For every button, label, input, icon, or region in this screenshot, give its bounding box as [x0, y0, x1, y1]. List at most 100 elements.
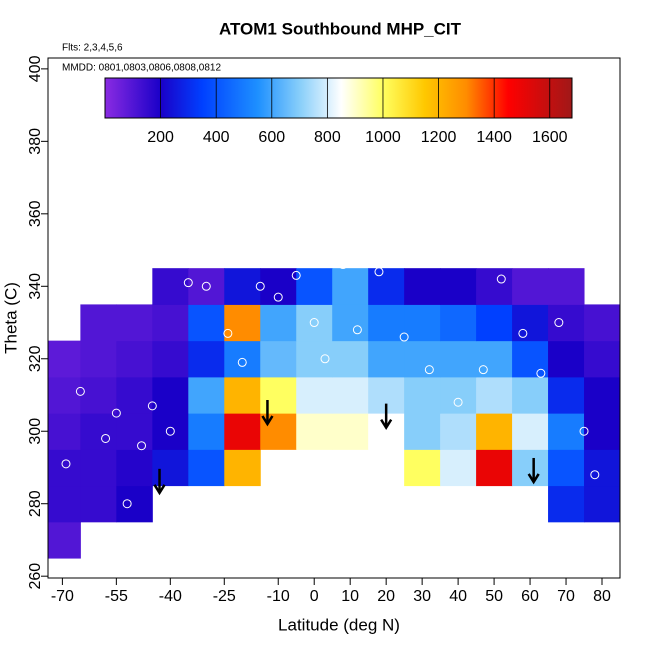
heat-cell	[476, 268, 513, 305]
x-tick-label: -10	[267, 588, 290, 605]
heat-cell	[584, 304, 620, 342]
y-tick-label: 340	[27, 273, 44, 300]
observation-point	[165, 426, 175, 436]
observation-point	[320, 354, 330, 364]
heat-cell	[548, 449, 585, 487]
arrow-head	[261, 415, 274, 427]
heat-cell	[296, 376, 333, 414]
observation-point	[75, 386, 85, 396]
heat-cell	[296, 340, 333, 378]
heat-cell	[188, 376, 225, 414]
heat-cell	[296, 413, 333, 450]
heat-cell	[368, 340, 405, 378]
heat-cell	[440, 413, 477, 450]
heat-cell	[512, 413, 549, 450]
heat-cell	[296, 268, 333, 305]
x-tick-label: 80	[593, 588, 611, 605]
heat-cell	[188, 268, 225, 305]
heat-cell	[188, 449, 225, 487]
heat-cell	[48, 340, 81, 378]
heat-cell	[80, 376, 117, 414]
heat-cell	[512, 340, 549, 378]
heat-cell	[476, 304, 513, 342]
x-tick-label: 10	[341, 588, 359, 605]
heat-cell	[80, 413, 117, 450]
y-tick-label: 320	[27, 345, 44, 372]
observation-point	[111, 408, 121, 418]
heat-cell	[440, 340, 477, 378]
observation-point	[137, 441, 147, 451]
colorbar	[104, 77, 573, 119]
heat-cell	[152, 340, 189, 378]
observation-point	[155, 506, 165, 516]
heat-cell	[512, 268, 549, 305]
y-tick-label: 260	[27, 563, 44, 590]
observation-point	[374, 267, 384, 277]
heat-cell	[404, 376, 441, 414]
heat-cell	[548, 413, 585, 450]
heat-cell	[152, 413, 189, 450]
heat-cell	[332, 304, 369, 342]
heat-cell	[48, 521, 81, 559]
heat-cell	[48, 376, 81, 414]
arrow-head	[153, 484, 166, 496]
heat-cell	[440, 376, 477, 414]
heat-cell	[584, 449, 620, 487]
x-tick-label: 60	[521, 588, 539, 605]
heat-cell	[440, 304, 477, 342]
arrow	[380, 403, 393, 430]
heat-cell	[476, 340, 513, 378]
heat-cell	[116, 304, 153, 342]
observation-point	[590, 470, 600, 480]
observation-point	[424, 365, 434, 375]
heat-cell	[224, 304, 261, 342]
colorbar-tick-label: 1200	[421, 129, 457, 146]
y-tick-label: 280	[27, 490, 44, 517]
heat-cell	[548, 340, 585, 378]
observation-point	[478, 365, 488, 375]
observation-point	[101, 433, 111, 443]
y-tick-label: 360	[27, 200, 44, 227]
heat-cell	[188, 304, 225, 342]
observation-point	[338, 260, 348, 270]
y-tick-label: 300	[27, 418, 44, 445]
observation-point	[273, 292, 283, 302]
heat-cell	[80, 449, 117, 487]
arrow	[527, 457, 540, 485]
heat-cell	[440, 268, 477, 305]
observation-point	[183, 278, 193, 288]
heat-cell	[332, 268, 369, 305]
x-tick-label: 0	[310, 588, 319, 605]
heat-cell	[152, 304, 189, 342]
heat-cell	[332, 340, 369, 378]
x-tick-label: 50	[485, 588, 503, 605]
heat-cell	[584, 413, 620, 450]
heat-cell	[404, 304, 441, 342]
annotation: MMDD: 0801,0803,0806,0808,0812	[62, 63, 221, 74]
colorbar-tick-label: 800	[314, 129, 341, 146]
observation-point	[518, 328, 528, 338]
heat-cell	[368, 304, 405, 342]
heat-cell	[224, 413, 261, 450]
heat-cell	[548, 376, 585, 414]
observation-point	[453, 397, 463, 407]
observation-point	[255, 281, 265, 291]
x-tick-label: -40	[159, 588, 182, 605]
colorbar-tick-label: 1000	[365, 129, 401, 146]
heat-cell	[476, 376, 513, 414]
observation-point	[579, 426, 589, 436]
heat-cell	[548, 304, 585, 342]
heat-cell	[260, 304, 297, 342]
colorbar-tick-label: 600	[258, 129, 285, 146]
y-axis-label: Theta (C)	[1, 282, 20, 354]
heat-cell	[404, 268, 441, 305]
heat-cell	[224, 340, 261, 378]
observation-point	[291, 270, 301, 280]
heat-cell	[296, 304, 333, 342]
heat-cell	[80, 485, 117, 523]
heat-cell	[188, 413, 225, 450]
heat-cell	[116, 485, 153, 523]
x-tick-label: -55	[105, 588, 128, 605]
x-tick-label: -70	[51, 588, 74, 605]
heat-cell	[440, 449, 477, 487]
